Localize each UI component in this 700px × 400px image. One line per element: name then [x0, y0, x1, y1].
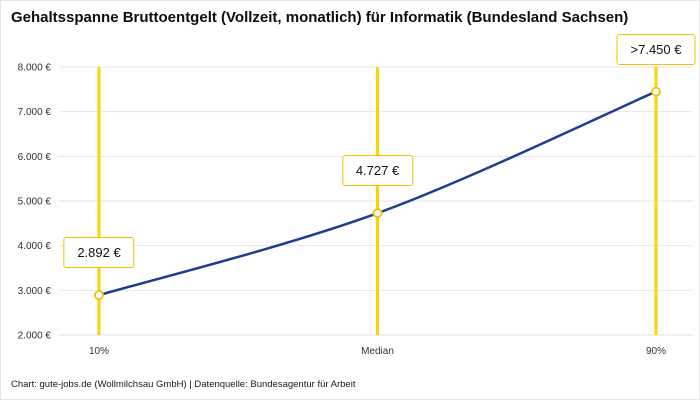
y-tick-label: 6.000 € [18, 152, 52, 163]
chart-footer: Chart: gute-jobs.de (Wollmilchsau GmbH) … [11, 379, 356, 390]
x-tick-label: 10% [89, 346, 109, 357]
y-tick-label: 2.000 € [18, 331, 52, 342]
data-point-marker [94, 290, 104, 301]
value-label: 2.892 € [63, 237, 135, 269]
data-point-marker [651, 86, 661, 97]
x-tick-label: Median [361, 346, 394, 357]
chart-title: Gehaltsspanne Bruttoentgelt (Vollzeit, m… [11, 9, 629, 26]
y-tick-label: 3.000 € [18, 286, 52, 297]
y-tick-label: 5.000 € [18, 197, 52, 208]
y-tick-label: 8.000 € [18, 63, 52, 74]
y-tick-label: 7.000 € [18, 107, 52, 118]
data-point-marker [372, 208, 383, 219]
x-tick-label: 90% [646, 346, 666, 357]
y-tick-label: 4.000 € [18, 241, 52, 252]
value-label: 4.727 € [341, 155, 414, 187]
value-label: >7.450 € [616, 33, 696, 65]
